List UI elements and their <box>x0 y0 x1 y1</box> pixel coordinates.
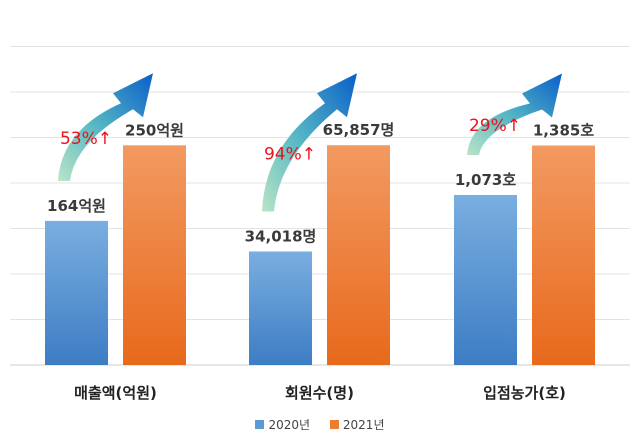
growth-arrow-1 <box>262 73 357 212</box>
category-label-1: 회원수(명) <box>285 384 354 402</box>
gridlines <box>10 46 630 366</box>
legend-item-2020: 2020년 <box>255 416 310 433</box>
data-label-2020-0: 164억원 <box>47 197 106 215</box>
category-label-2: 입점농가(호) <box>483 384 566 402</box>
data-label-2021-0: 250억원 <box>125 121 184 139</box>
growth-arrow-0 <box>58 73 153 181</box>
category-label-0: 매출액(억원) <box>74 384 157 402</box>
growth-label-0: 53%↑ <box>60 129 112 149</box>
legend-label-2021: 2021년 <box>342 418 385 432</box>
bar-2020-0 <box>45 220 108 365</box>
bar-2020-2 <box>454 194 517 365</box>
growth-label-2: 29%↑ <box>469 116 521 136</box>
legend-swatch-2021 <box>329 420 339 429</box>
growth-arrows <box>58 73 562 212</box>
legend: 2020년 2021년 <box>0 416 640 433</box>
data-label-2020-1: 34,018명 <box>245 227 317 245</box>
growth-label-1: 94%↑ <box>264 144 316 164</box>
legend-item-2021: 2021년 <box>329 416 385 433</box>
bar-2021-1 <box>327 145 390 365</box>
bar-2021-2 <box>532 145 595 365</box>
data-label-2021-2: 1,385호 <box>533 122 594 140</box>
growth-arrow-2 <box>467 73 562 155</box>
data-label-2020-2: 1,073호 <box>455 171 516 189</box>
legend-label-2020: 2020년 <box>268 418 311 432</box>
legend-swatch-2020 <box>255 420 265 429</box>
bar-2020-1 <box>249 251 312 365</box>
bars <box>45 145 595 365</box>
bar-2021-0 <box>123 145 186 365</box>
data-label-2021-1: 65,857명 <box>323 121 395 139</box>
